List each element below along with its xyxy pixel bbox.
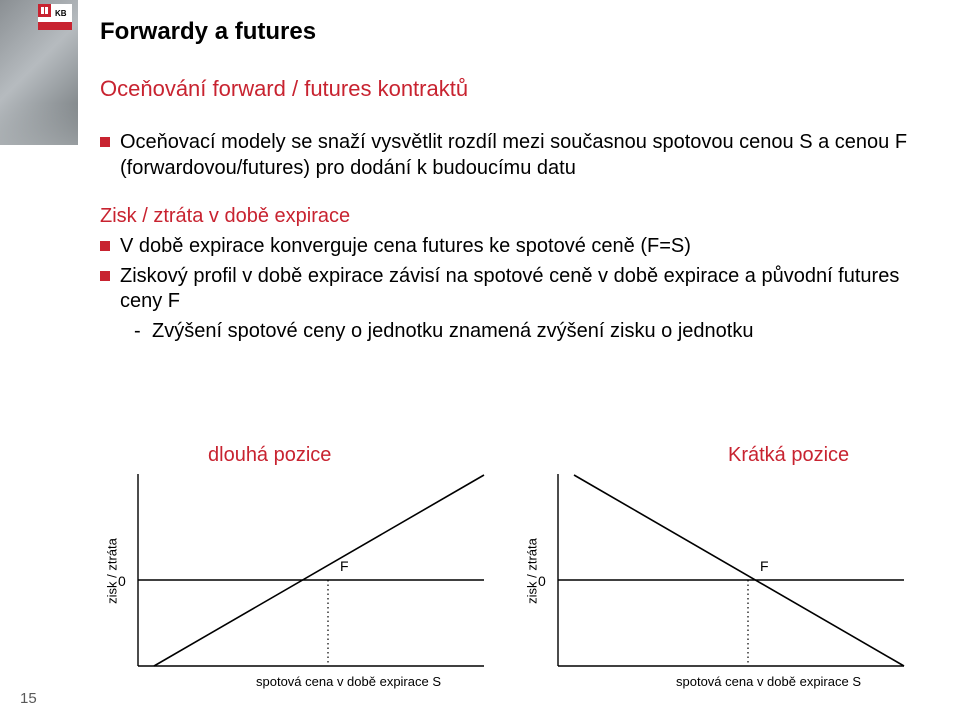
kb-logo: KB (38, 4, 72, 30)
sub-dash-text: Zvýšení spotové ceny o jednotku znamená … (152, 319, 753, 345)
chart-short-position: zisk / ztráta Krátká pozice 0 F spotová … (508, 442, 928, 700)
chart-long-position: zisk / ztráta dlouhá pozice 0 F spotová … (88, 442, 508, 700)
bullet-a-text: V době expirace konverguje cena futures … (120, 234, 691, 260)
svg-text:KB: KB (55, 9, 67, 18)
chart-left-ylabel: zisk / ztráta (105, 538, 120, 604)
sidebar-photo: KB (0, 0, 78, 145)
bullet-square-icon (100, 137, 110, 147)
bullet-a-row: V době expirace konverguje cena futures … (100, 234, 930, 260)
chart-left-title: dlouhá pozice (208, 444, 331, 467)
slide-subtitle: Oceňování forward / futures kontraktů (100, 76, 930, 102)
chart-right-title: Krátká pozice (728, 444, 849, 467)
chart-left-zero-label: 0 (118, 573, 126, 589)
bullet-intro-row: Oceňovací modely se snaží vysvětlit rozd… (100, 130, 930, 181)
charts-container: zisk / ztráta dlouhá pozice 0 F spotová … (88, 442, 928, 700)
slide-title: Forwardy a futures (100, 18, 930, 46)
section-label: Zisk / ztráta v době expirace (100, 205, 930, 228)
bullet-square-icon (100, 241, 110, 251)
chart-right-f-label: F (760, 558, 769, 574)
bullet-intro-text: Oceňovací modely se snaží vysvětlit rozd… (120, 130, 930, 181)
bullet-b-row: Ziskový profil v době expirace závisí na… (100, 264, 930, 315)
dash-icon: - (134, 319, 146, 345)
chart-right-svg (548, 470, 908, 670)
sub-dash-row: - Zvýšení spotové ceny o jednotku znamen… (134, 319, 930, 345)
page-number: 15 (20, 690, 37, 707)
chart-right-zero-label: 0 (538, 573, 546, 589)
bullet-square-icon (100, 271, 110, 281)
bullet-b-text: Ziskový profil v době expirace závisí na… (120, 264, 930, 315)
chart-right-xlabel: spotová cena v době expirace S (676, 674, 861, 689)
chart-right-ylabel: zisk / ztráta (525, 538, 540, 604)
chart-left-xlabel: spotová cena v době expirace S (256, 674, 441, 689)
chart-left-svg (128, 470, 488, 670)
chart-left-f-label: F (340, 558, 349, 574)
